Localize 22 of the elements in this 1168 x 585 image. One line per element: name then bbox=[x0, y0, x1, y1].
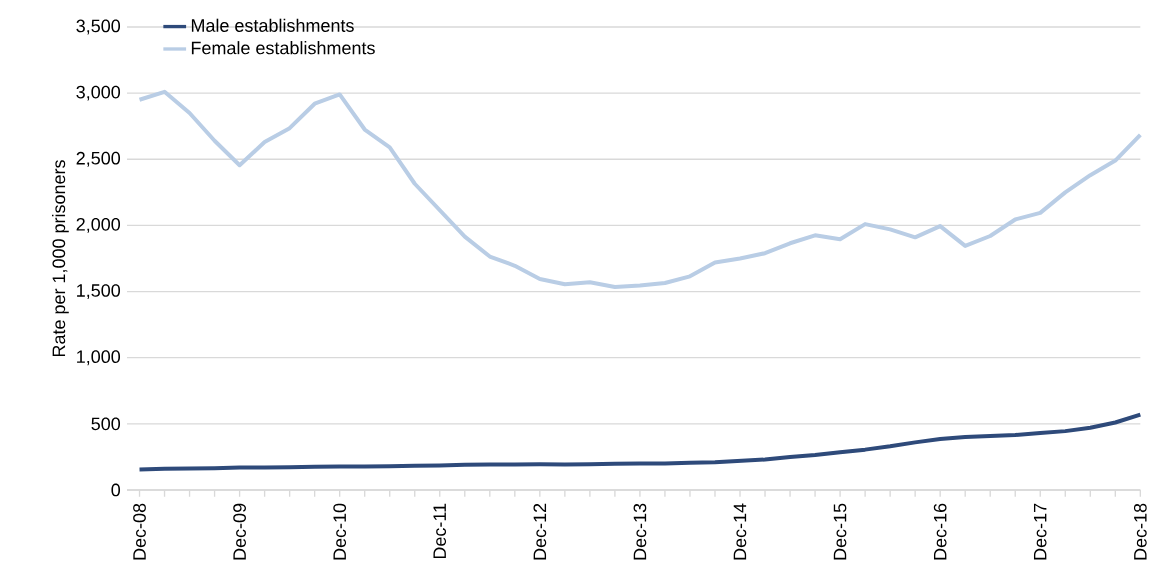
x-tick-label: Dec-11 bbox=[433, 503, 447, 559]
x-tick-label: Dec-10 bbox=[333, 503, 347, 560]
x-tick-label: Dec-14 bbox=[733, 503, 747, 560]
x-tick-label: Dec-17 bbox=[1033, 503, 1047, 560]
y-tick-label: 1,000 bbox=[77, 350, 121, 366]
x-tick-label: Dec-08 bbox=[133, 503, 146, 560]
x-tick-label: Dec-12 bbox=[533, 503, 547, 560]
x-tick-label: Dec-18 bbox=[1133, 503, 1147, 560]
y-axis-title: Rate per 1,000 prisoners bbox=[51, 160, 69, 357]
legend-label: Male establishments bbox=[191, 18, 354, 32]
y-tick-label: 2,000 bbox=[76, 217, 121, 233]
y-tick-label: 1,500 bbox=[77, 284, 121, 299]
x-tick-label: Dec-13 bbox=[633, 503, 647, 560]
y-tick-label: 0 bbox=[111, 483, 121, 497]
y-tick-label: 3,500 bbox=[76, 19, 121, 35]
y-tick-label: 3,000 bbox=[76, 85, 121, 101]
y-tick-label: 500 bbox=[91, 417, 121, 431]
x-tick-label: Dec-15 bbox=[833, 503, 847, 560]
y-tick-label: 2,500 bbox=[76, 151, 121, 167]
legend-label: Female establishments bbox=[191, 41, 375, 55]
x-tick-label: Dec-09 bbox=[233, 503, 246, 560]
x-tick-label: Dec-16 bbox=[933, 503, 947, 560]
